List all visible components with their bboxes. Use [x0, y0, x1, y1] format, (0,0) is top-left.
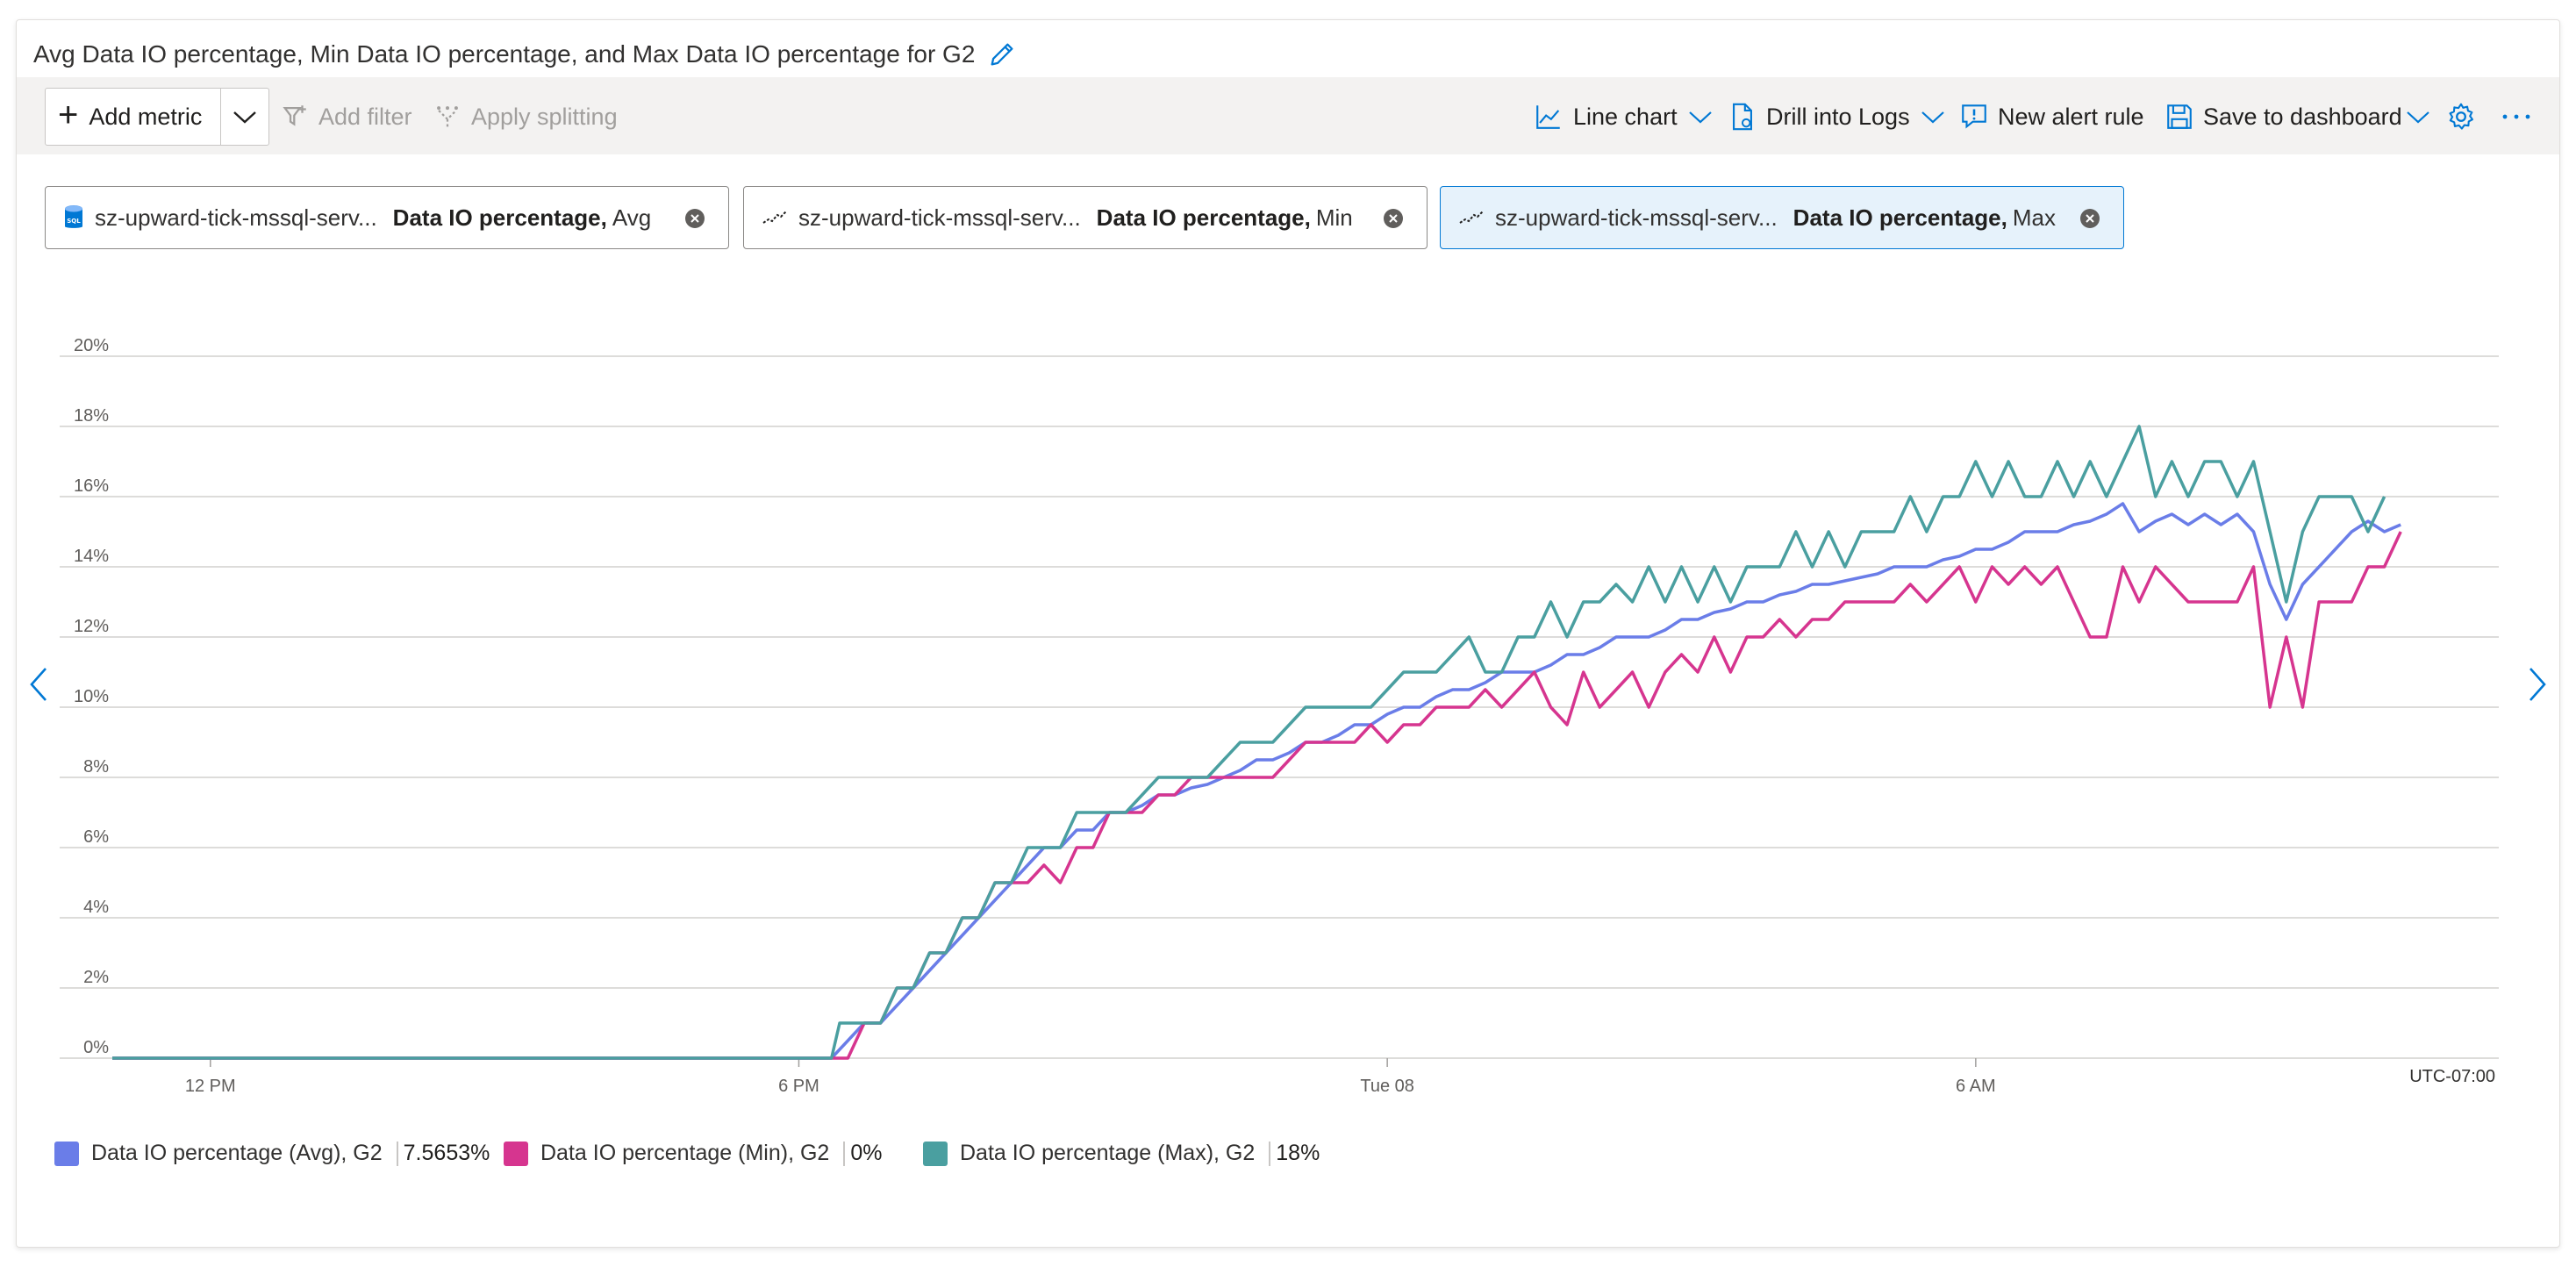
save-to-dashboard-dropdown[interactable]: Save to dashboard	[2165, 88, 2432, 146]
legend-label: Data IO percentage (Max), G2	[960, 1141, 1256, 1165]
pill-metric-name: Data IO percentage,	[392, 204, 607, 231]
pencil-icon[interactable]	[987, 39, 1017, 69]
add-filter-label: Add filter	[318, 103, 412, 130]
y-tick-label: 4%	[83, 898, 109, 917]
series-line-avg	[112, 502, 2401, 1060]
series-line-min	[112, 531, 2402, 1060]
legend-separator	[1269, 1141, 1271, 1166]
pill-resource-name: sz-upward-tick-mssql-serv...	[798, 204, 1081, 231]
pill-aggregation: Min	[1315, 204, 1353, 231]
chart-toolbar: + Add metric Add filter Apply splitting …	[17, 77, 2559, 154]
y-tick-label: 14%	[74, 547, 109, 566]
pill-aggregation: Max	[2012, 204, 2056, 231]
metric-pill-min[interactable]: sz-upward-tick-mssql-serv... Data IO per…	[743, 186, 1428, 249]
legend-separator	[396, 1141, 398, 1166]
y-tick-label: 2%	[83, 968, 109, 987]
alert-icon	[1962, 104, 1986, 129]
series-line-max	[112, 425, 2386, 1060]
add-metric-split-button: + Add metric	[45, 88, 269, 146]
svg-text:SQL: SQL	[67, 218, 81, 225]
metric-pill-max[interactable]: sz-upward-tick-mssql-serv... Data IO per…	[1440, 186, 2124, 249]
add-metric-button[interactable]: + Add metric	[46, 89, 222, 145]
pill-resource-name: sz-upward-tick-mssql-serv...	[95, 204, 377, 231]
remove-metric-icon[interactable]	[1383, 208, 1404, 229]
legend-value: 18%	[1276, 1141, 1320, 1165]
chevron-right-icon[interactable]	[2527, 665, 2548, 704]
y-tick-label: 0%	[83, 1038, 109, 1057]
chevron-down-icon	[233, 111, 257, 124]
metric-pill-avg[interactable]: SQL sz-upward-tick-mssql-serv... Data IO…	[45, 186, 729, 249]
chevron-down-icon	[2406, 111, 2429, 124]
metric-line-icon	[1459, 211, 1484, 224]
save-to-dashboard-label: Save to dashboard	[2203, 103, 2402, 130]
sql-database-icon: SQL	[65, 205, 82, 228]
y-tick-label: 8%	[83, 757, 109, 777]
apply-splitting-label: Apply splitting	[471, 103, 618, 130]
add-filter-button[interactable]: Add filter	[280, 88, 412, 146]
x-tick-label: 12 PM	[185, 1077, 236, 1096]
y-tick-label: 6%	[83, 827, 109, 847]
ellipsis-icon	[2502, 114, 2530, 119]
legend-swatch	[923, 1141, 948, 1166]
legend-label: Data IO percentage (Avg), G2	[91, 1141, 383, 1165]
timezone-label: UTC-07:00	[2409, 1067, 2495, 1086]
y-tick-label: 20%	[74, 336, 109, 355]
add-metric-label: Add metric	[89, 103, 203, 130]
line-chart-label: Line chart	[1573, 103, 1678, 130]
line-chart-dropdown[interactable]: Line chart	[1533, 88, 1714, 146]
chevron-down-icon	[1921, 111, 1944, 124]
legend-value: 7.5653%	[403, 1141, 490, 1165]
add-metric-dropdown-button[interactable]	[221, 89, 268, 145]
x-tick-label: 6 PM	[778, 1077, 819, 1096]
legend-item-min[interactable]: Data IO percentage (Min), G2 0%	[504, 1141, 882, 1166]
pill-aggregation: Avg	[612, 204, 652, 231]
legend-swatch	[54, 1141, 79, 1166]
apply-splitting-button[interactable]: Apply splitting	[433, 88, 618, 146]
y-tick-label: 10%	[74, 687, 109, 706]
legend-item-avg[interactable]: Data IO percentage (Avg), G2 7.5653%	[54, 1141, 490, 1166]
remove-metric-icon[interactable]	[684, 208, 705, 229]
new-alert-rule-label: New alert rule	[1998, 103, 2144, 130]
filter-add-icon	[283, 105, 306, 126]
chart-settings-button[interactable]	[2445, 88, 2477, 146]
drill-into-logs-label: Drill into Logs	[1766, 103, 1910, 130]
more-options-button[interactable]	[2501, 88, 2531, 146]
gear-icon	[2449, 103, 2473, 130]
pill-resource-name: sz-upward-tick-mssql-serv...	[1495, 204, 1778, 231]
legend-item-max[interactable]: Data IO percentage (Max), G2 18%	[923, 1141, 1320, 1166]
line-chart-icon	[1536, 105, 1560, 129]
y-tick-label: 12%	[74, 617, 109, 636]
y-tick-label: 16%	[74, 476, 109, 496]
metric-line-icon	[762, 211, 787, 224]
chevron-down-icon	[1688, 111, 1712, 124]
drill-into-logs-dropdown[interactable]: Drill into Logs	[1728, 88, 1947, 146]
legend-separator	[843, 1141, 846, 1166]
chart-title-row: Avg Data IO percentage, Min Data IO perc…	[33, 33, 1017, 75]
pill-metric-name: Data IO percentage,	[1096, 204, 1311, 231]
new-alert-rule-button[interactable]: New alert rule	[1959, 88, 2144, 146]
splitting-icon	[437, 106, 458, 127]
x-tick-label: 6 AM	[1956, 1077, 1996, 1096]
legend-swatch	[504, 1141, 528, 1166]
x-tick-label: Tue 08	[1360, 1077, 1414, 1096]
legend-value: 0%	[850, 1141, 883, 1165]
legend-label: Data IO percentage (Min), G2	[540, 1141, 830, 1165]
save-icon	[2167, 104, 2192, 129]
pill-metric-name: Data IO percentage,	[1792, 204, 2007, 231]
chevron-left-icon[interactable]	[28, 665, 49, 704]
y-tick-label: 18%	[74, 406, 109, 426]
chart-title: Avg Data IO percentage, Min Data IO perc…	[33, 40, 976, 68]
plus-icon: +	[58, 96, 79, 134]
remove-metric-icon[interactable]	[2079, 208, 2100, 229]
logs-document-icon	[1733, 103, 1752, 131]
line-chart-plot: 0% 2% 4% 6% 8% 10% 12% 14% 16% 18% 20% 12 PM 6 PM Tu…	[60, 336, 2499, 1096]
